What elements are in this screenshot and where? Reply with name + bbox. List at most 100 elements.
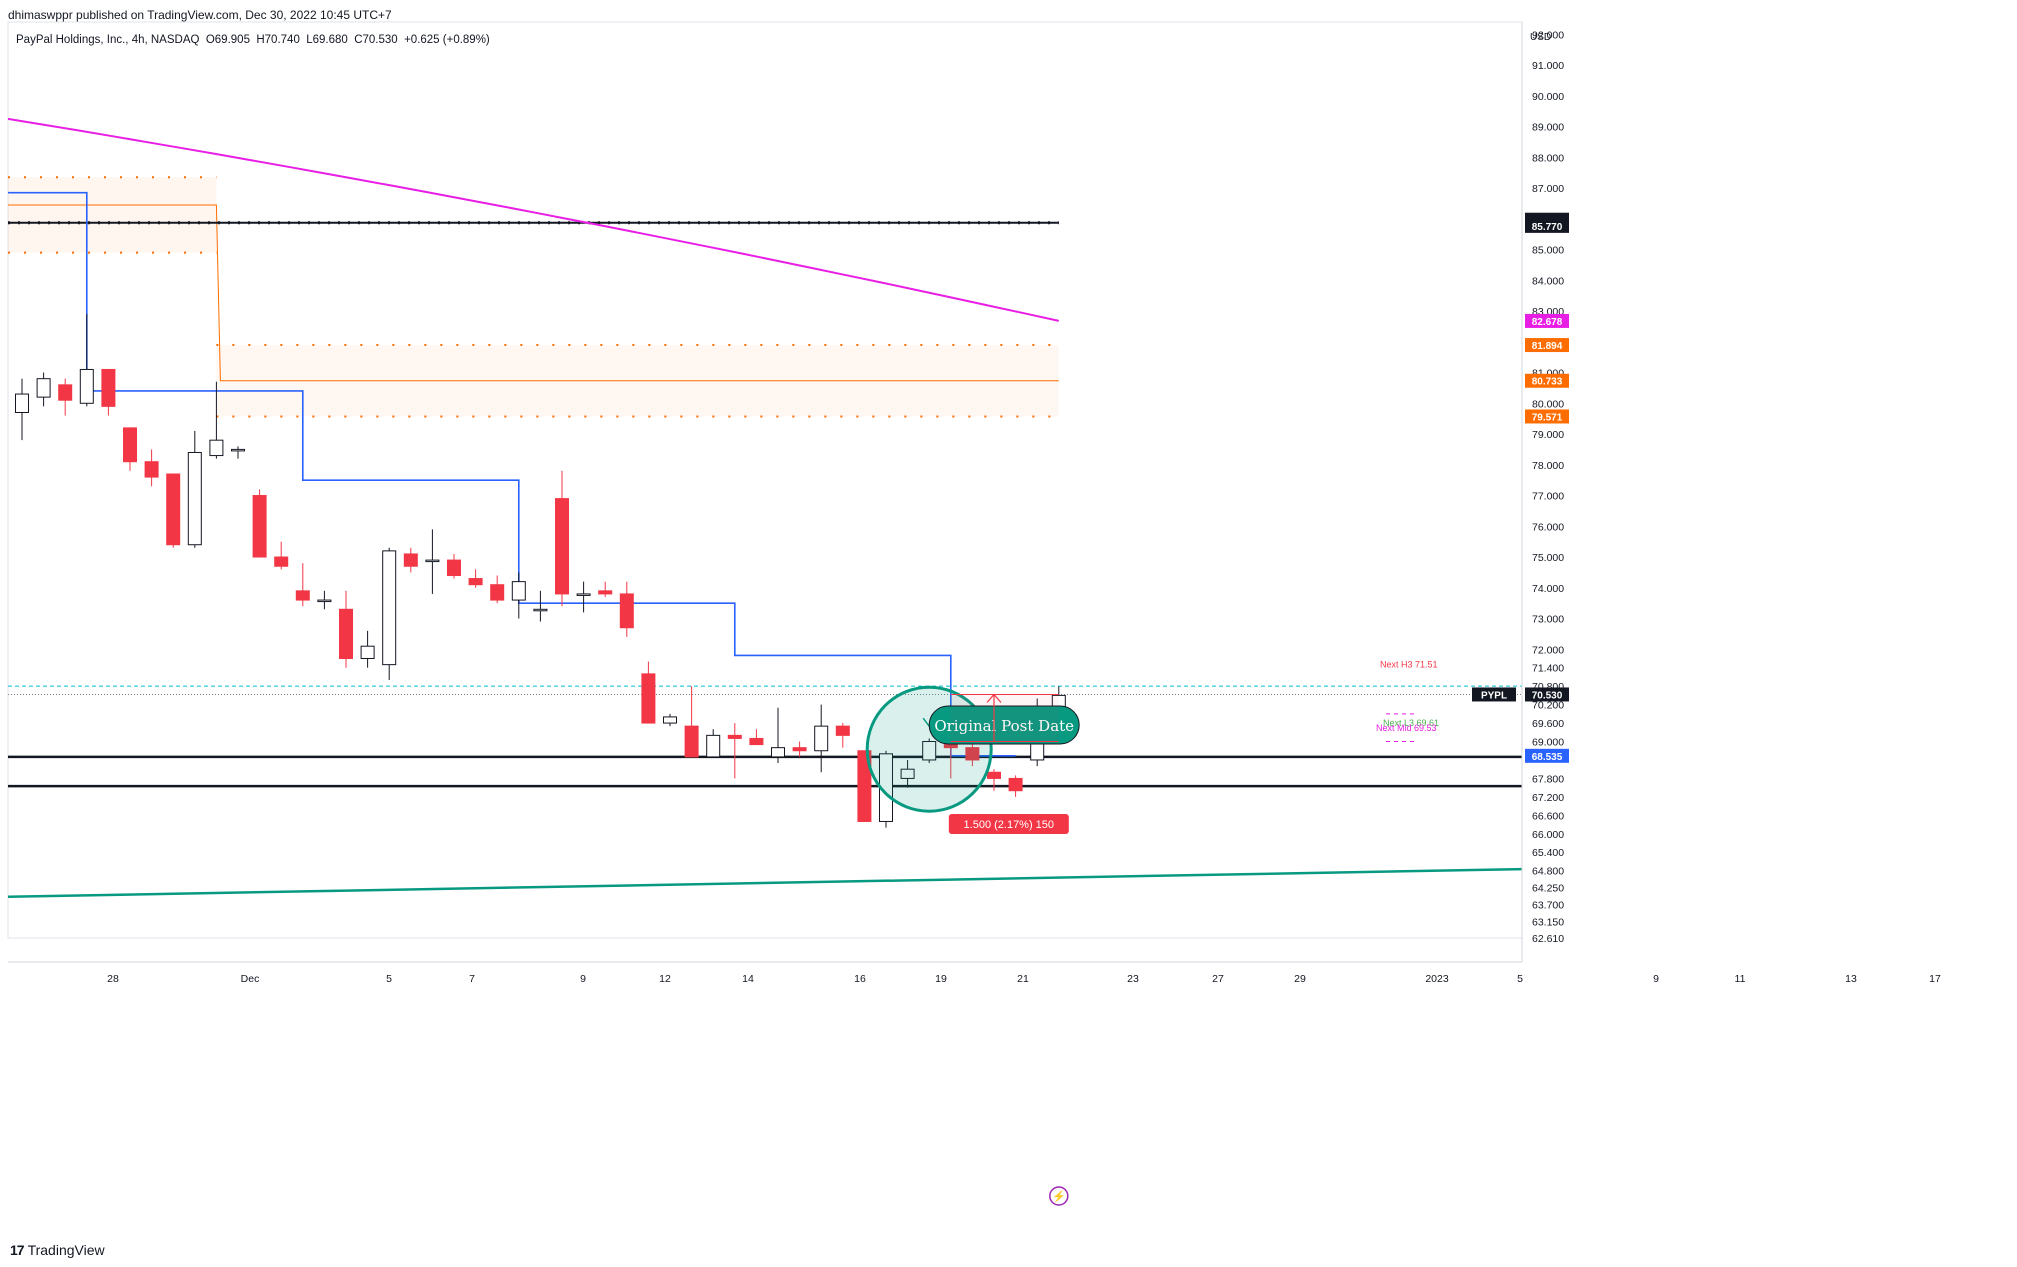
- tradingview-logo-icon: 17: [10, 1242, 25, 1258]
- legend-close: C70.530: [354, 34, 398, 46]
- candle: [79, 314, 94, 407]
- candle: [187, 430, 202, 548]
- candle-body: [727, 734, 742, 739]
- candle: [922, 738, 937, 764]
- candle-body: [447, 559, 461, 576]
- price-tick-label: 75.000: [1532, 552, 1564, 564]
- candle-body: [339, 608, 353, 659]
- candle-body: [79, 368, 94, 404]
- price-badge-label: 80.733: [1532, 377, 1563, 388]
- candle-body: [425, 559, 440, 563]
- candle: [317, 590, 332, 610]
- pivot-mid-label: Next Mid 69.53: [1376, 723, 1437, 733]
- price-tick-label: 64.250: [1532, 883, 1564, 895]
- candle-body: [295, 590, 310, 601]
- symbol-badge: [1472, 687, 1516, 702]
- candle-body: [663, 716, 677, 724]
- time-tick-label: 28: [107, 973, 119, 985]
- candle-body: [317, 599, 332, 603]
- candle-body: [965, 747, 980, 761]
- price-tick-label: 77.000: [1532, 491, 1564, 503]
- price-tick-label: 66.000: [1532, 829, 1564, 841]
- candle: [166, 473, 181, 548]
- price-tick-label: 92.000: [1532, 29, 1564, 41]
- time-tick-label: 16: [854, 973, 866, 985]
- tradingview-brand[interactable]: 17 TradingView: [10, 1242, 105, 1258]
- time-tick-label: 5: [386, 973, 392, 985]
- candle: [403, 547, 418, 573]
- price-tick-label: 62.610: [1532, 933, 1564, 945]
- price-tick-label: 67.200: [1532, 792, 1564, 804]
- candle-body: [771, 747, 785, 758]
- candle: [727, 723, 742, 779]
- candle: [511, 572, 526, 619]
- zone-midline: [8, 204, 1059, 382]
- candle: [598, 581, 613, 597]
- candle: [1008, 775, 1023, 797]
- price-badge: [1525, 313, 1569, 328]
- time-tick-label: 13: [1845, 973, 1857, 985]
- candle-body: [922, 741, 937, 761]
- candle-body: [835, 725, 850, 736]
- trend-line: [7, 867, 1523, 899]
- candle: [749, 729, 764, 746]
- price-tick-label: 85.000: [1532, 245, 1564, 257]
- price-tick-label: 71.400: [1532, 663, 1564, 675]
- price-tick-label: 69.000: [1532, 737, 1564, 749]
- price-badge: [1525, 409, 1569, 424]
- event-icon-glyph: ⚡: [1052, 1190, 1066, 1203]
- price-badge: [1525, 748, 1569, 763]
- price-tick-label: 76.000: [1532, 521, 1564, 533]
- candle-body: [36, 378, 51, 398]
- callout-badge: [928, 705, 1080, 745]
- candle: [447, 553, 461, 579]
- price-tick-label: 79.000: [1532, 429, 1564, 441]
- price-tick-label: 63.150: [1532, 916, 1564, 928]
- candle: [468, 569, 483, 588]
- candle-body: [360, 645, 375, 659]
- price-tick-label: 88.000: [1532, 152, 1564, 164]
- pivot-l3-label: Next L3 69.61: [1383, 718, 1439, 728]
- price-badge: [1525, 687, 1569, 702]
- time-tick-label: Dec: [241, 973, 260, 985]
- time-tick-label: 11: [1735, 973, 1746, 985]
- candle: [15, 378, 29, 441]
- candle-body: [403, 553, 418, 567]
- price-tick-label: 90.000: [1532, 91, 1564, 103]
- candle: [706, 729, 721, 758]
- candle: [900, 759, 915, 788]
- candle-body: [598, 590, 613, 595]
- stop-step-line: [8, 191, 1016, 757]
- candle: [295, 563, 310, 607]
- candle-body: [814, 725, 829, 752]
- price-badge-label: 81.894: [1532, 341, 1563, 352]
- price-tick-label: 89.000: [1532, 122, 1564, 134]
- price-tick-label: 70.200: [1532, 700, 1564, 712]
- time-tick-label: 19: [935, 973, 947, 985]
- candle-body: [619, 593, 634, 629]
- candle-body: [468, 578, 483, 586]
- candle: [58, 378, 73, 416]
- time-tick-label: 23: [1127, 973, 1139, 985]
- price-tick-label: 72.000: [1532, 644, 1564, 656]
- candle: [382, 547, 397, 681]
- measure-area: [950, 694, 1059, 742]
- event-icon: [1049, 1186, 1069, 1206]
- candle-body: [533, 608, 548, 612]
- candle-body: [274, 556, 289, 567]
- price-badge-label: 70.530: [1532, 690, 1563, 701]
- price-badge: [1525, 338, 1569, 353]
- candle-body: [58, 384, 73, 401]
- time-tick-label: 9: [1653, 973, 1659, 985]
- legend-high: H70.740: [256, 34, 300, 46]
- zones-layer: [7, 21, 1523, 939]
- candle: [792, 741, 807, 757]
- currency-label: USD: [1530, 32, 1551, 43]
- candle: [533, 590, 548, 622]
- candle-body: [555, 498, 569, 595]
- moving-average-line: [7, 117, 1060, 322]
- time-tick-label: 12: [659, 973, 671, 985]
- price-tick-label: 69.600: [1532, 718, 1564, 730]
- candle-body: [641, 673, 656, 724]
